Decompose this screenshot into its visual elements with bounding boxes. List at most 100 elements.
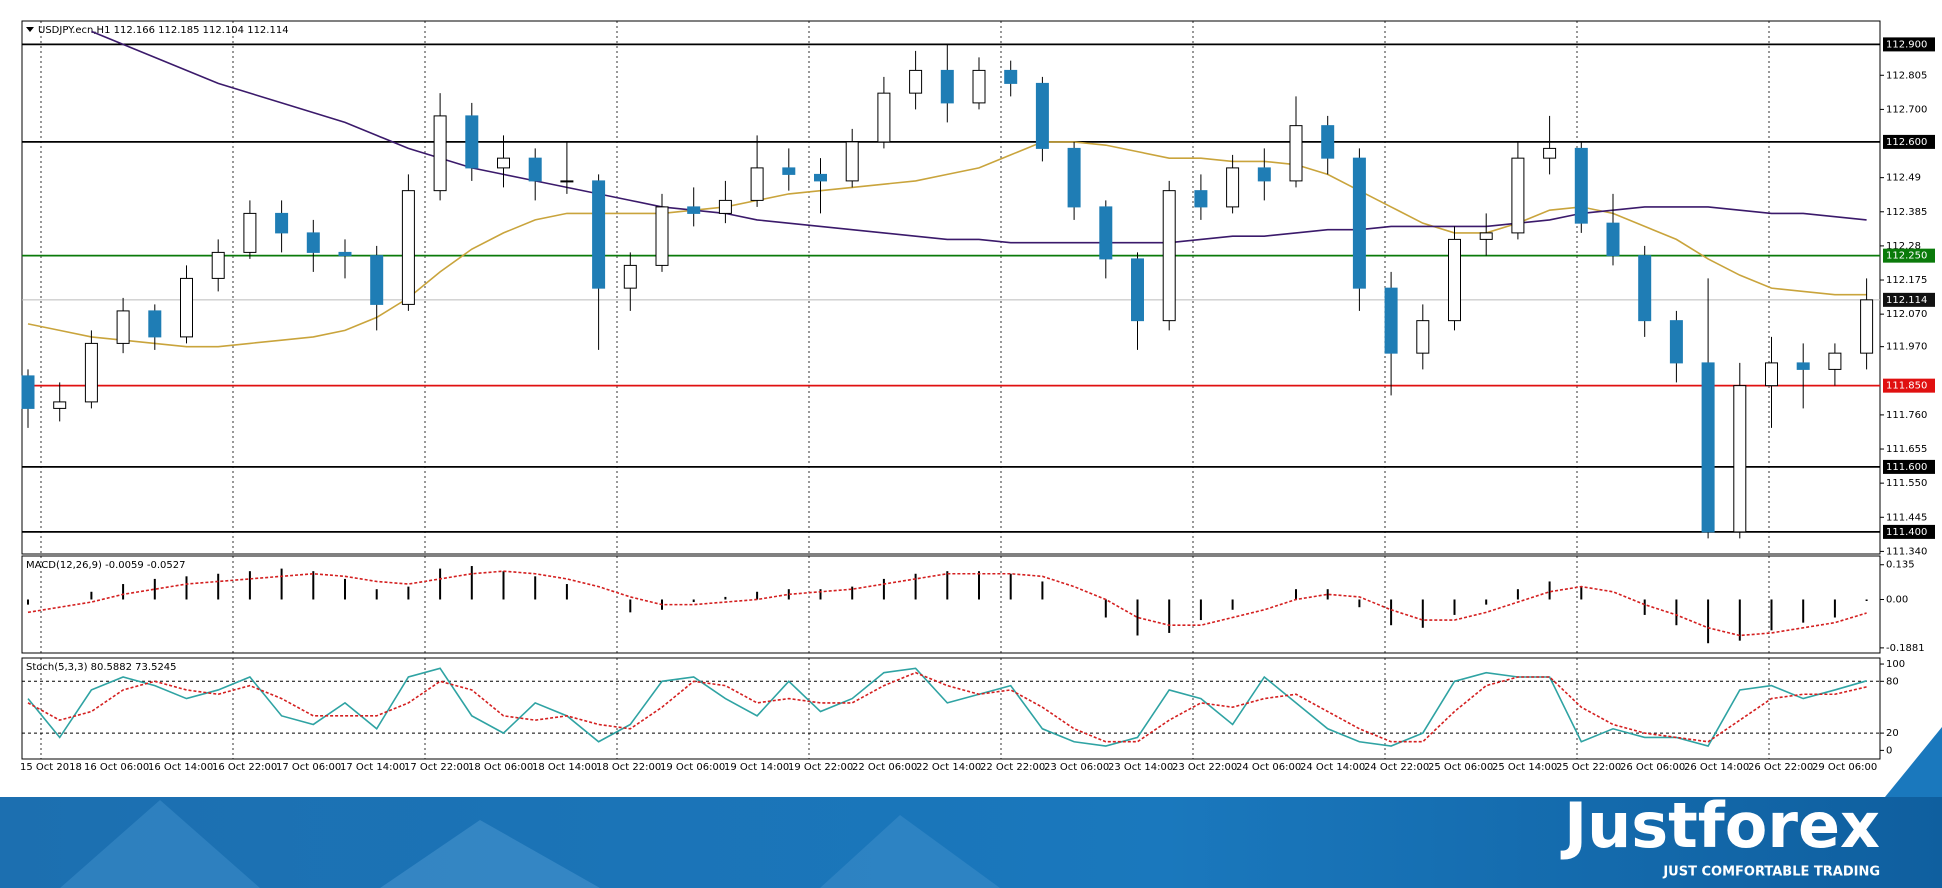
panel-title: USDJPY.ecn,H1 112.166 112.185 112.104 11…: [38, 25, 289, 36]
y-tick-label: -0.1881: [1886, 643, 1925, 654]
macd-signal: [27, 570, 1867, 637]
candle-body: [211, 251, 225, 279]
level-label: 112.250: [1886, 251, 1927, 262]
candle-body: [1638, 255, 1652, 322]
current-price-label: 112.114: [1886, 295, 1927, 306]
panel-title: MACD(12,26,9) -0.0059 -0.0527: [26, 560, 186, 571]
candle-body: [909, 69, 923, 94]
x-tick-label: 25 Oct 22:00: [1556, 762, 1621, 773]
x-tick-label: 19 Oct 06:00: [660, 762, 725, 773]
candle-body: [1416, 320, 1430, 354]
candle-body: [560, 180, 574, 183]
y-tick-label: 111.340: [1886, 546, 1927, 557]
panel: [21, 20, 1881, 555]
x-tick-label: 24 Oct 14:00: [1300, 762, 1365, 773]
candle-body: [1131, 258, 1144, 322]
y-tick-label: 0.00: [1886, 594, 1908, 605]
candle-body: [1574, 147, 1588, 224]
x-tick-label: 18 Oct 22:00: [596, 762, 661, 773]
x-tick-label: 22 Oct 06:00: [852, 762, 917, 773]
y-tick-label: 0: [1886, 745, 1892, 756]
candle-body: [1004, 69, 1018, 84]
candle-body: [655, 206, 669, 266]
x-tick-label: 19 Oct 14:00: [724, 762, 789, 773]
x-tick-label: 23 Oct 22:00: [1172, 762, 1237, 773]
y-tick-label: 0.135: [1886, 560, 1915, 571]
candle-body: [497, 157, 510, 169]
y-tick-label: 111.655: [1886, 444, 1927, 455]
x-tick-label: 26 Oct 14:00: [1684, 762, 1749, 773]
candle-body: [1067, 147, 1081, 208]
candle-body: [1511, 157, 1525, 234]
candle-body: [782, 167, 796, 175]
y-tick-label: 100: [1886, 659, 1905, 670]
x-tick-label: 17 Oct 14:00: [340, 762, 405, 773]
menu-arrow: [26, 27, 34, 32]
banner-shape: [380, 820, 600, 888]
level-label-bg: [1883, 459, 1935, 474]
panel: [21, 657, 1881, 760]
candle-body: [1289, 125, 1303, 182]
candle-body: [623, 264, 637, 289]
level-label: 111.600: [1886, 462, 1927, 473]
x-tick-label: 17 Oct 22:00: [404, 762, 469, 773]
y-tick-label: 112.28: [1886, 241, 1921, 252]
candle-body: [306, 232, 320, 253]
candle-body: [845, 141, 859, 182]
candle-body: [84, 342, 98, 403]
x-tick-label: 23 Oct 06:00: [1044, 762, 1109, 773]
y-tick-label: 80: [1886, 676, 1899, 687]
y-tick-label: 112.070: [1886, 309, 1927, 320]
level-label-bg: [1883, 524, 1935, 539]
candle-body: [940, 69, 954, 104]
candle-body: [21, 375, 35, 409]
candle-body: [1384, 287, 1398, 354]
candle-body: [433, 115, 447, 192]
candle-body: [1448, 238, 1461, 322]
banner-shape: [820, 815, 1000, 888]
x-tick-label: 16 Oct 06:00: [84, 762, 149, 773]
candle-body: [370, 255, 384, 305]
x-tick-label: 17 Oct 06:00: [276, 762, 341, 773]
candle-body: [1479, 232, 1493, 240]
candle-body: [180, 277, 193, 338]
candle-body: [1765, 362, 1778, 387]
candle-body: [148, 310, 162, 338]
candle-body: [1733, 385, 1747, 533]
corner-shape: [1885, 727, 1942, 797]
x-tick-label: 26 Oct 06:00: [1620, 762, 1685, 773]
current-price-bg: [1883, 292, 1935, 307]
candle-body: [1194, 190, 1208, 208]
x-tick-label: 25 Oct 14:00: [1492, 762, 1557, 773]
level-label: 112.600: [1886, 137, 1927, 148]
level-label-bg: [1883, 248, 1935, 263]
candle-body: [528, 157, 542, 182]
x-tick-label: 22 Oct 22:00: [980, 762, 1045, 773]
candle-body: [1099, 206, 1113, 260]
candle-body: [1796, 362, 1810, 370]
y-tick-label: 112.805: [1886, 70, 1927, 81]
stoch-k: [27, 667, 1867, 747]
y-tick-label: 111.760: [1886, 410, 1927, 421]
candle-body: [1543, 147, 1557, 159]
level-label-bg: [1883, 378, 1935, 393]
brand-tagline: JUST COMFORTABLE TRADING: [1662, 865, 1880, 880]
candle-body: [1035, 82, 1049, 149]
candle-body: [1162, 190, 1176, 322]
level-label: 112.900: [1886, 39, 1927, 50]
x-tick-label: 16 Oct 22:00: [212, 762, 277, 773]
x-tick-label: 19 Oct 22:00: [788, 762, 853, 773]
x-tick-label: 24 Oct 22:00: [1364, 762, 1429, 773]
panel-title: Stoch(5,3,3) 80.5882 73.5245: [26, 662, 177, 673]
candle-body: [1352, 157, 1366, 289]
candle-body: [718, 199, 732, 214]
panel: [21, 555, 1881, 654]
y-tick-label: 111.970: [1886, 342, 1927, 353]
candle-body: [275, 212, 289, 234]
candle-body: [243, 212, 257, 253]
candle-body: [972, 69, 986, 104]
candle-body: [1669, 320, 1683, 364]
candle-body: [592, 180, 606, 289]
x-tick-label: 23 Oct 14:00: [1108, 762, 1173, 773]
